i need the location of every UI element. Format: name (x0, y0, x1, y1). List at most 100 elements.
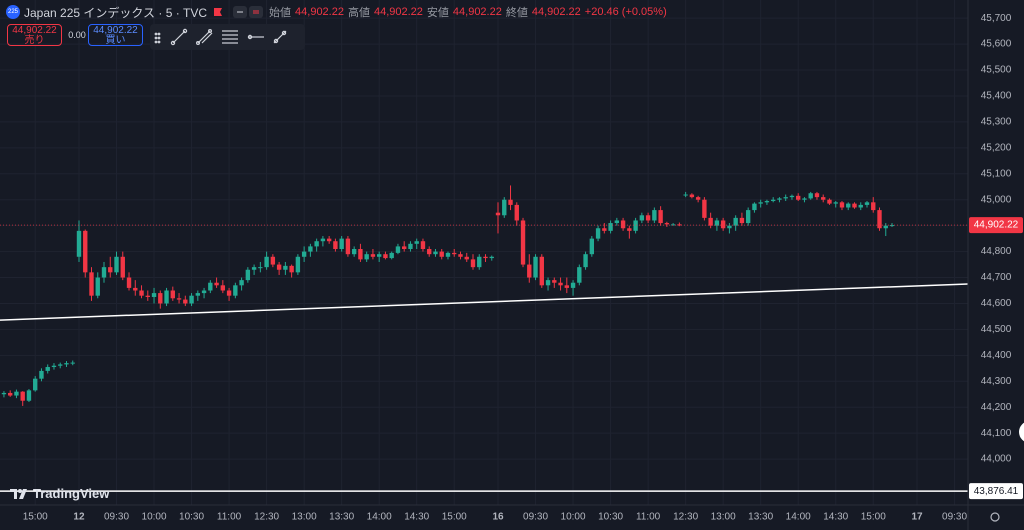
y-tick-label: 45,300 (981, 117, 1012, 128)
candle-body (664, 223, 670, 225)
candle-body (689, 194, 695, 198)
candle-body (502, 199, 507, 216)
candle-body (577, 267, 582, 283)
y-tick-label: 45,000 (981, 194, 1012, 205)
candle-body (620, 220, 626, 229)
candle-body (351, 248, 357, 255)
x-tick-label: 09:30 (104, 512, 129, 523)
candle-body (602, 228, 607, 231)
candle-body (264, 256, 269, 268)
buy-button[interactable]: 44,902.22 買い (88, 24, 143, 46)
candle-body (433, 251, 438, 255)
candle-body (545, 280, 551, 286)
x-tick-label: 16 (492, 512, 504, 523)
candle-body (714, 220, 720, 226)
symbol-badge: 225 (6, 5, 20, 19)
x-tick-label: 13:30 (748, 512, 773, 523)
candle-body (614, 220, 620, 224)
candle-body (858, 204, 863, 208)
candle-body (126, 277, 132, 288)
candle-body (527, 264, 532, 278)
low-value: 44,902.22 (452, 6, 502, 18)
pencil-tool[interactable] (273, 30, 287, 44)
y-tick-label: 44,500 (981, 324, 1012, 335)
candle-body (214, 282, 219, 286)
candle-body (595, 228, 601, 239)
candle-body (570, 282, 576, 288)
candle-body (827, 199, 832, 204)
candle-body (308, 246, 313, 252)
candle-body (1, 392, 7, 395)
candle-body (101, 267, 107, 278)
candle-body (589, 238, 595, 255)
candle-body (645, 215, 651, 221)
candle-body (833, 202, 838, 204)
symbol-title[interactable]: Japan 225 インデックス · 5 · TVC (24, 5, 208, 20)
candle-body (376, 254, 382, 257)
candle-body (796, 195, 801, 200)
y-tick-label: 44,200 (981, 402, 1012, 413)
candle-body (752, 203, 757, 211)
fib-tool[interactable] (222, 30, 238, 44)
trendline-tool[interactable] (170, 28, 188, 46)
candle-body (633, 220, 638, 231)
toggle-buttons[interactable] (233, 6, 264, 18)
x-tick-label: 10:30 (179, 512, 204, 523)
candle-body (627, 228, 632, 231)
x-tick-label: 14:00 (367, 512, 392, 523)
x-tick-label: 10:30 (598, 512, 623, 523)
candle-body (345, 238, 351, 255)
candle-body (652, 210, 657, 221)
candle-body (326, 238, 332, 242)
candle-body (777, 198, 782, 200)
channel-tool[interactable] (195, 28, 213, 46)
candle-body (639, 215, 645, 221)
candle-body (727, 225, 732, 229)
candle-body (333, 241, 338, 249)
candle-body (208, 282, 213, 291)
candle-body (383, 254, 388, 259)
candle-body (58, 364, 63, 366)
x-tick-label: 14:00 (786, 512, 811, 523)
candle-body (45, 367, 50, 371)
x-tick-label: 11:00 (636, 512, 661, 523)
candle-body (539, 256, 544, 286)
candle-body (414, 241, 419, 244)
sell-price: 44,902.22 (12, 25, 57, 36)
y-tick-label: 44,400 (981, 350, 1012, 361)
y-tick-label: 45,500 (981, 65, 1012, 76)
candle-body (314, 241, 319, 247)
horizontal-ray-tool[interactable] (247, 34, 264, 40)
change-value: +20.46 (+0.05%) (584, 6, 667, 18)
x-tick-label: 10:00 (561, 512, 586, 523)
x-tick-label: 15:00 (23, 512, 48, 523)
candle-body (8, 392, 13, 396)
candle-body (339, 238, 344, 249)
candle-body (114, 256, 119, 273)
drag-handle[interactable] (154, 32, 161, 44)
candle-body (226, 290, 232, 296)
x-tick-label: 17 (911, 512, 923, 523)
candle-body (445, 252, 451, 257)
price-label: 44,902.22 (974, 220, 1019, 231)
open-value: 44,902.22 (295, 6, 344, 18)
x-tick-label: 12:30 (673, 512, 698, 523)
x-tick-label: 15:00 (861, 512, 886, 523)
candle-body (720, 220, 726, 229)
close-value: 44,902.22 (531, 6, 581, 18)
sell-button[interactable]: 44,902.22 売り (7, 24, 62, 46)
candle-body (770, 199, 776, 202)
trendline (0, 283, 969, 321)
scroll-handle[interactable] (1019, 421, 1024, 443)
flag-icon[interactable] (213, 7, 223, 17)
settings-icon[interactable] (990, 512, 1000, 522)
candle-body (883, 225, 888, 229)
candle-body (733, 217, 738, 226)
candle-body (14, 391, 19, 396)
candle-body (76, 230, 82, 257)
candle-body (533, 256, 538, 278)
candle-body (170, 290, 175, 299)
candle-body (783, 197, 788, 199)
candle-body (495, 212, 501, 216)
